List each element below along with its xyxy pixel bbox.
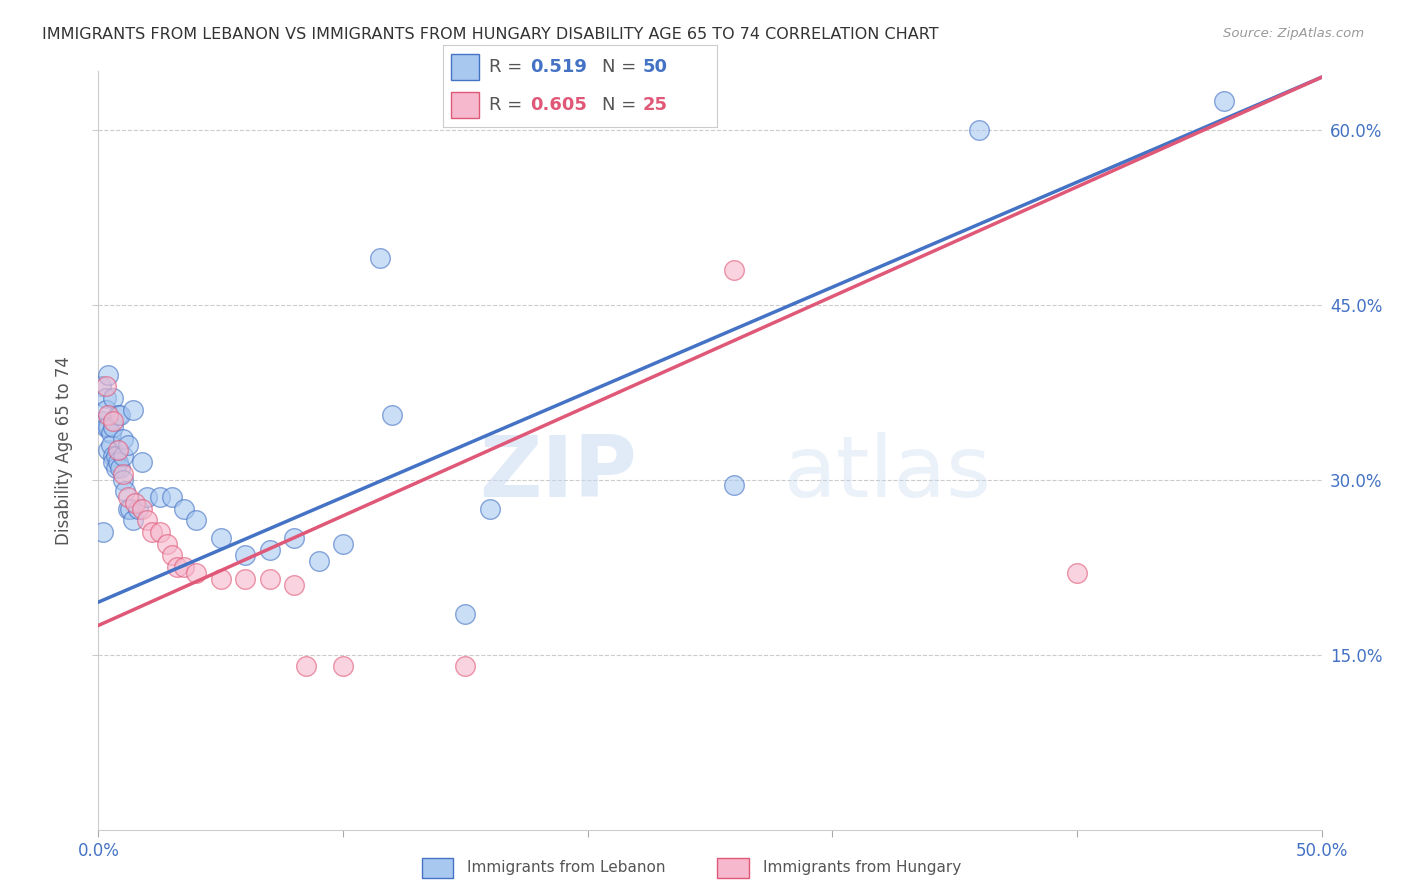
- Point: [209, 572, 232, 586]
- Point: [117, 437, 139, 451]
- FancyBboxPatch shape: [422, 858, 453, 879]
- Point: [111, 450, 134, 464]
- Point: [233, 572, 256, 586]
- Point: [104, 450, 127, 464]
- Point: [149, 525, 172, 540]
- FancyBboxPatch shape: [451, 54, 478, 80]
- Text: 0.519: 0.519: [530, 58, 588, 76]
- Y-axis label: Disability Age 65 to 74: Disability Age 65 to 74: [55, 356, 73, 545]
- Point: [101, 391, 124, 405]
- Text: R =: R =: [489, 58, 529, 76]
- Point: [136, 513, 159, 527]
- Text: 50: 50: [643, 58, 668, 76]
- Text: R =: R =: [489, 96, 529, 114]
- Point: [160, 549, 183, 563]
- Point: [97, 368, 120, 382]
- Point: [723, 478, 745, 492]
- Point: [131, 455, 153, 469]
- Point: [100, 437, 122, 451]
- Point: [94, 402, 117, 417]
- Point: [94, 379, 117, 393]
- FancyBboxPatch shape: [717, 858, 749, 879]
- Point: [332, 537, 354, 551]
- Text: N =: N =: [602, 96, 643, 114]
- Text: IMMIGRANTS FROM LEBANON VS IMMIGRANTS FROM HUNGARY DISABILITY AGE 65 TO 74 CORRE: IMMIGRANTS FROM LEBANON VS IMMIGRANTS FR…: [42, 27, 939, 42]
- Point: [723, 262, 745, 277]
- Point: [101, 450, 124, 464]
- Point: [454, 607, 477, 621]
- Point: [295, 659, 318, 673]
- Point: [104, 461, 127, 475]
- Point: [173, 560, 195, 574]
- Point: [94, 420, 117, 434]
- Point: [117, 490, 139, 504]
- Point: [110, 409, 132, 423]
- Point: [283, 531, 305, 545]
- Point: [101, 420, 124, 434]
- Point: [381, 409, 404, 423]
- Point: [332, 659, 354, 673]
- Point: [283, 577, 305, 591]
- Point: [478, 501, 501, 516]
- Text: Immigrants from Lebanon: Immigrants from Lebanon: [467, 860, 666, 875]
- Point: [967, 122, 990, 136]
- Text: atlas: atlas: [783, 432, 991, 515]
- Point: [173, 501, 195, 516]
- Text: N =: N =: [602, 58, 643, 76]
- Point: [100, 425, 122, 440]
- Point: [110, 461, 132, 475]
- Point: [368, 251, 391, 265]
- Point: [166, 560, 188, 574]
- FancyBboxPatch shape: [451, 92, 478, 119]
- Point: [308, 554, 330, 568]
- Point: [121, 513, 143, 527]
- Point: [97, 443, 120, 458]
- Point: [91, 525, 114, 540]
- Point: [259, 542, 281, 557]
- Point: [101, 414, 124, 428]
- Point: [136, 490, 159, 504]
- Point: [156, 537, 179, 551]
- Point: [259, 572, 281, 586]
- Point: [233, 549, 256, 563]
- Point: [117, 501, 139, 516]
- Text: Immigrants from Hungary: Immigrants from Hungary: [762, 860, 962, 875]
- Point: [101, 455, 124, 469]
- Point: [120, 501, 142, 516]
- Point: [114, 484, 136, 499]
- Point: [107, 443, 129, 458]
- Point: [94, 391, 117, 405]
- Point: [111, 432, 134, 446]
- Point: [97, 420, 120, 434]
- Point: [107, 455, 129, 469]
- Point: [186, 566, 208, 580]
- Point: [111, 467, 134, 481]
- Point: [160, 490, 183, 504]
- Text: 25: 25: [643, 96, 668, 114]
- Point: [454, 659, 477, 673]
- Point: [90, 379, 112, 393]
- Point: [1066, 566, 1088, 580]
- Text: Source: ZipAtlas.com: Source: ZipAtlas.com: [1223, 27, 1364, 40]
- Point: [127, 501, 149, 516]
- Point: [149, 490, 172, 504]
- Point: [121, 402, 143, 417]
- Point: [124, 496, 146, 510]
- Point: [91, 414, 114, 428]
- Point: [107, 409, 129, 423]
- Text: ZIP: ZIP: [479, 432, 637, 515]
- Text: 0.605: 0.605: [530, 96, 588, 114]
- Point: [141, 525, 163, 540]
- Point: [209, 531, 232, 545]
- Point: [186, 513, 208, 527]
- Point: [97, 409, 120, 423]
- Point: [1212, 94, 1234, 108]
- Point: [131, 501, 153, 516]
- Point: [111, 473, 134, 487]
